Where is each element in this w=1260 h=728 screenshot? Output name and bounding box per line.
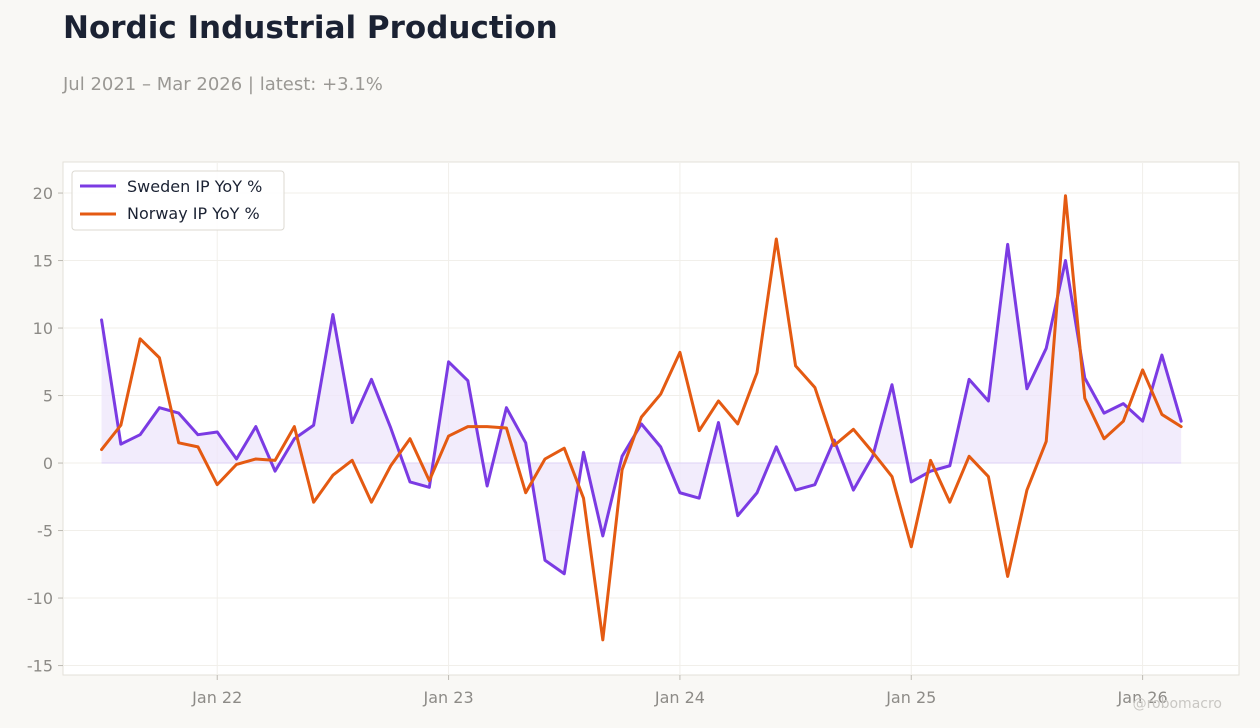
norway-line [100,194,1183,642]
chart-title: Nordic Industrial Production [63,10,558,46]
y-tick-label: -10 [27,589,53,608]
watermark: @robomacro [1132,696,1222,712]
x-tick-label: Jan 24 [654,688,705,707]
y-tick-label: -15 [27,657,53,676]
sweden-line [100,242,1183,576]
axis-tick-labels: -15 -10 -5 0 5 10 15 20 Jan 22 Jan 23 Jan 24 Jan 25… [27,184,1168,707]
x-tick-label: Jan 23 [423,688,474,707]
y-tick-label: 20 [33,184,53,203]
y-tick-label: 5 [43,387,53,406]
y-tick-label: -5 [37,522,53,541]
legend-box [71,170,285,231]
y-tick-label: 0 [43,454,53,473]
x-tick-label: Jan 22 [191,688,242,707]
legend-label-norway: Norway IP YoY % [127,204,260,223]
y-tick-label: 10 [33,319,53,338]
legend: Sweden IP YoY % Norway IP YoY % [71,170,285,231]
x-tick-label: Jan 26 [1117,688,1168,707]
series-lines [100,194,1183,642]
y-tick-label: 15 [33,252,53,271]
x-tick-label: Jan 25 [885,688,936,707]
legend-label-sweden: Sweden IP YoY % [127,177,262,196]
chart-subtitle: Jul 2021 – Mar 2026 | latest: +3.1% [63,74,383,95]
